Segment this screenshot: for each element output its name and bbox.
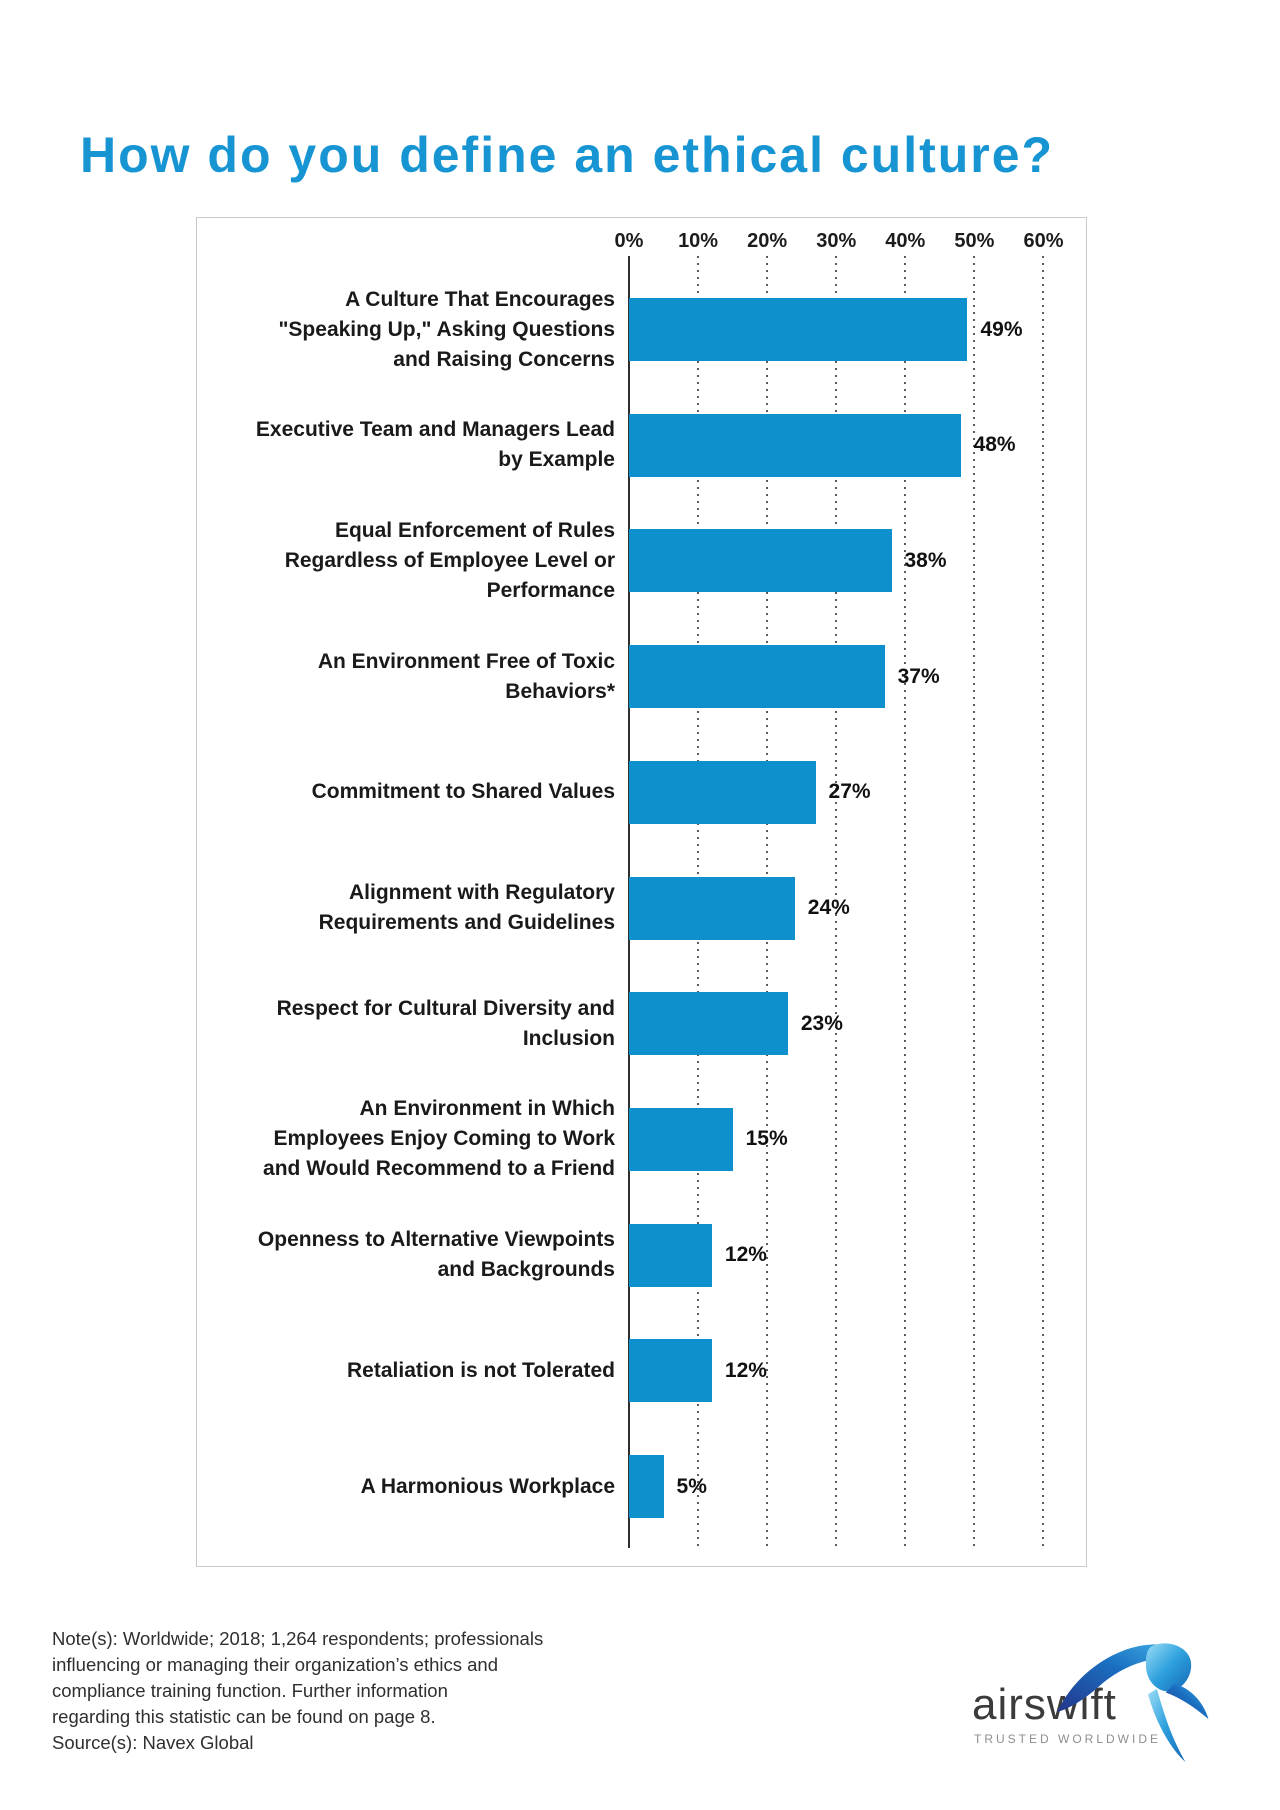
category-label: A Harmonious Workplace: [360, 1474, 615, 1498]
value-label: 15%: [745, 1127, 788, 1151]
x-tick-label: 0%: [614, 230, 644, 252]
category-label: Alignment with Regulatory Requirements an…: [318, 881, 615, 934]
page-title: How do you define an ethical culture?: [80, 126, 1055, 183]
gridline: [904, 256, 907, 1548]
category-label: Respect for Cultural Diversity and Inclus…: [276, 996, 615, 1050]
airswift-logo: airswift TRUSTED WORLDWIDE: [972, 1636, 1232, 1786]
value-label: 48%: [973, 433, 1016, 457]
value-label: 23%: [800, 1011, 843, 1035]
x-tick-label: 50%: [954, 230, 995, 252]
x-tick-label: 60%: [1023, 230, 1064, 252]
chart-frame: 0% 10% 20% 30% 40% 50% 60% A Culture That Enco…: [196, 217, 1087, 1567]
gridline: [1042, 256, 1045, 1548]
footnote-source-line: Source(s): Navex Global: [52, 1732, 254, 1753]
bar: [629, 876, 795, 940]
value-label: 24%: [807, 896, 850, 919]
value-label: 27%: [828, 780, 871, 804]
footnote: Note(s): Worldwide; 2018; 1,264 responde…: [52, 1626, 612, 1756]
category-label: Equal Enforcement of Rules Regardless of …: [284, 518, 615, 602]
bar: [629, 992, 788, 1056]
bar: [629, 529, 892, 593]
gridline: [835, 256, 838, 1548]
bar: [629, 645, 885, 709]
bar: [629, 1455, 664, 1518]
value-label: 37%: [897, 664, 940, 688]
footnote-line: influencing or managing their organizati…: [52, 1654, 498, 1675]
x-tick-label: 10%: [678, 230, 719, 252]
category-label: Executive Team and Managers Lead by Examp…: [255, 418, 615, 472]
value-label: 12%: [724, 1358, 767, 1382]
value-label: 12%: [724, 1243, 767, 1267]
value-label: 49%: [980, 317, 1023, 341]
x-tick-label: 20%: [747, 230, 788, 252]
x-tick-label: 40%: [885, 230, 926, 252]
bar: [629, 1223, 712, 1287]
value-label: 5%: [676, 1474, 707, 1498]
value-label: 38%: [904, 548, 947, 572]
footnote-line: Note(s): Worldwide; 2018; 1,264 responde…: [52, 1628, 544, 1649]
category-label: An Environment in Which Employees Enjoy C…: [263, 1097, 615, 1181]
category-label: A Culture That Encourages "Speaking Up," …: [278, 287, 615, 371]
category-label: Commitment to Shared Values: [311, 780, 615, 804]
logo-tagline: TRUSTED WORLDWIDE: [974, 1732, 1161, 1746]
footnote-line: compliance training function. Further in…: [52, 1680, 448, 1701]
bar: [629, 298, 968, 361]
category-label: An Environment Free of Toxic Behaviors*: [317, 649, 615, 703]
x-tick-label: 30%: [816, 230, 857, 252]
category-label: Openness to Alternative Viewpoints and Ba…: [257, 1228, 615, 1282]
category-label: Retaliation is not Tolerated: [347, 1358, 615, 1382]
bar: [629, 413, 961, 477]
bar: [629, 760, 816, 824]
footnote-line: regarding this statistic can be found on…: [52, 1706, 436, 1727]
gridline: [973, 256, 976, 1548]
bar: [629, 1339, 712, 1403]
swift-bird-icon: [1057, 1643, 1209, 1762]
bar: [629, 1107, 733, 1171]
